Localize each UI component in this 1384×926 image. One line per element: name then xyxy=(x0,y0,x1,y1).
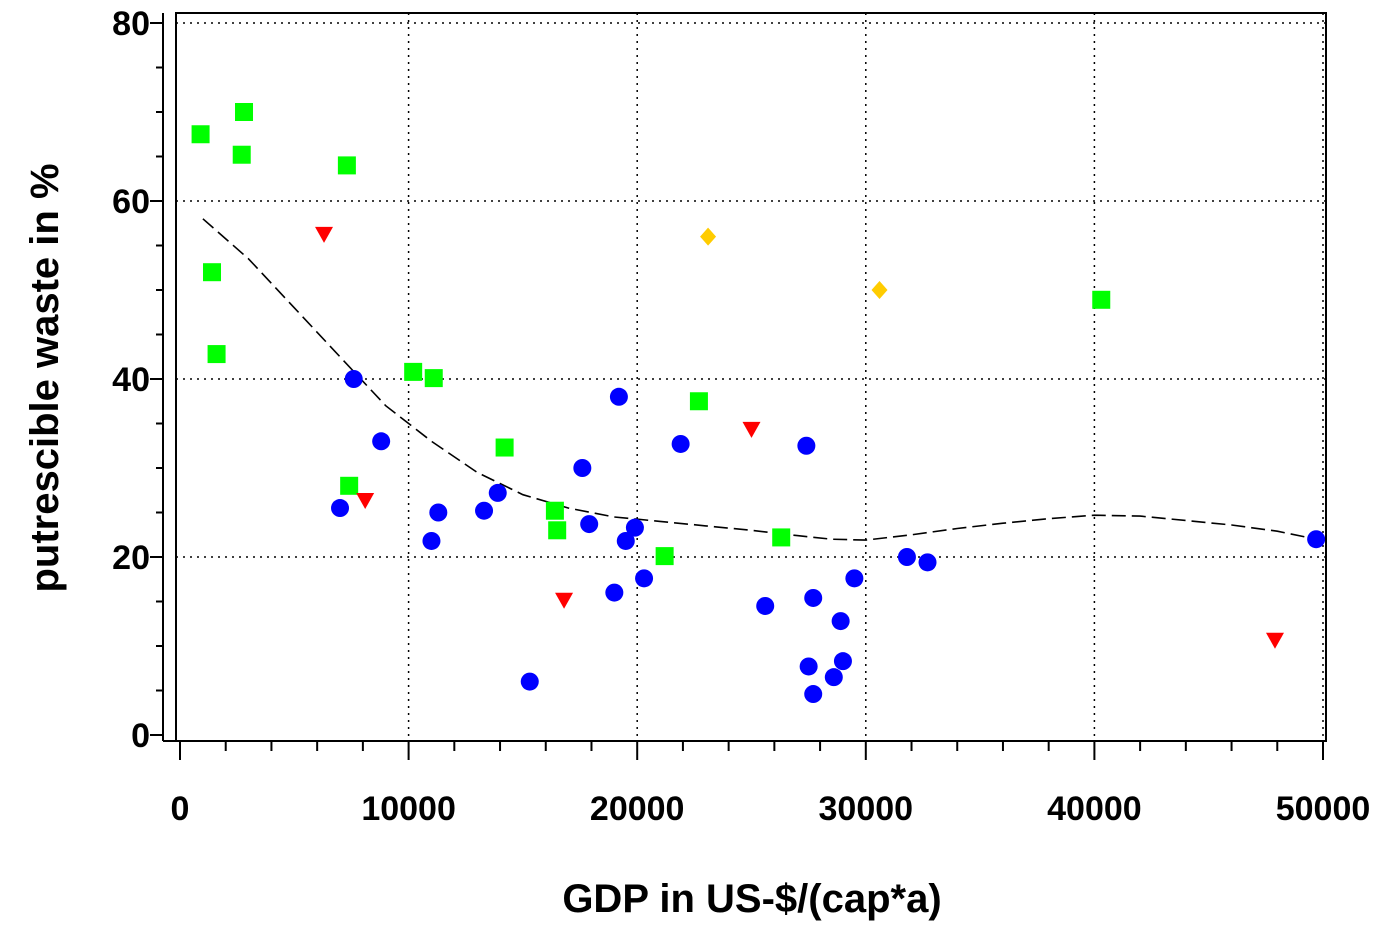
data-point-triangle xyxy=(315,226,334,243)
data-point-triangle xyxy=(356,493,375,510)
data-point-square xyxy=(232,145,251,164)
data-point-circle xyxy=(756,596,775,615)
data-point-circle xyxy=(573,459,592,477)
axes: 0 10000 20000 30000 40000 50000 0 20 40 60 80 xyxy=(112,5,1370,828)
data-point-square xyxy=(495,438,514,457)
y-tick-label: 40 xyxy=(112,361,150,399)
x-tick-label: 10000 xyxy=(361,790,456,828)
data-point-square xyxy=(203,263,222,282)
data-point-circle xyxy=(833,652,852,671)
data-point-square xyxy=(337,156,356,175)
data-point-square xyxy=(235,103,254,121)
data-point-diamond xyxy=(871,281,888,299)
data-point-circle xyxy=(580,515,599,534)
data-point-circle xyxy=(831,612,850,631)
data-point-circle xyxy=(799,657,818,676)
data-point-circle xyxy=(635,569,654,588)
data-point-square xyxy=(689,392,708,411)
data-point-circle xyxy=(372,432,391,451)
data-point-circle xyxy=(625,518,644,537)
data-point-circle xyxy=(344,370,363,388)
data-point-square xyxy=(545,501,564,520)
data-point-square xyxy=(548,521,567,540)
data-point-square xyxy=(655,547,674,566)
x-tick-label: 40000 xyxy=(1047,790,1142,828)
x-tick-label: 30000 xyxy=(819,790,914,828)
y-tick-label: 0 xyxy=(131,717,150,755)
data-point-square xyxy=(424,369,443,388)
data-point-square xyxy=(340,476,359,495)
data-point-circle xyxy=(824,668,843,687)
data-point-square xyxy=(404,362,423,381)
y-tick-label: 60 xyxy=(112,183,150,221)
data-points xyxy=(191,103,1326,704)
data-point-circle xyxy=(671,434,690,453)
data-point-circle xyxy=(429,503,448,522)
data-point-circle xyxy=(488,483,507,502)
data-point-circle xyxy=(918,553,937,572)
x-tick-label: 50000 xyxy=(1276,790,1371,828)
data-point-square xyxy=(1092,290,1111,309)
data-point-square xyxy=(772,528,791,547)
data-point-triangle xyxy=(1265,632,1284,649)
data-point-circle xyxy=(609,387,628,406)
x-axis-title: GDP in US-$/(cap*a) xyxy=(562,877,941,921)
data-point-circle xyxy=(616,531,635,550)
data-point-square xyxy=(207,345,226,364)
data-point-circle xyxy=(804,685,823,704)
plot-background xyxy=(176,13,1326,741)
data-point-circle xyxy=(605,583,624,602)
data-point-circle xyxy=(797,436,816,455)
x-tick-label: 0 xyxy=(171,790,190,828)
data-point-triangle xyxy=(555,592,574,609)
data-point-circle xyxy=(845,569,864,588)
y-axis-title: putrescible waste in % xyxy=(23,163,67,592)
data-point-circle xyxy=(804,588,823,607)
data-point-circle xyxy=(475,501,494,520)
data-point-circle xyxy=(520,672,539,691)
y-tick-label: 20 xyxy=(112,539,150,577)
data-point-diamond xyxy=(700,227,717,246)
x-tick-label: 20000 xyxy=(590,790,685,828)
data-point-circle xyxy=(331,499,350,518)
data-point-triangle xyxy=(742,421,761,438)
data-point-circle xyxy=(897,548,916,566)
data-point-circle xyxy=(422,531,441,550)
data-point-square xyxy=(191,125,210,144)
data-point-circle xyxy=(1307,530,1326,549)
y-tick-label: 80 xyxy=(112,5,150,43)
